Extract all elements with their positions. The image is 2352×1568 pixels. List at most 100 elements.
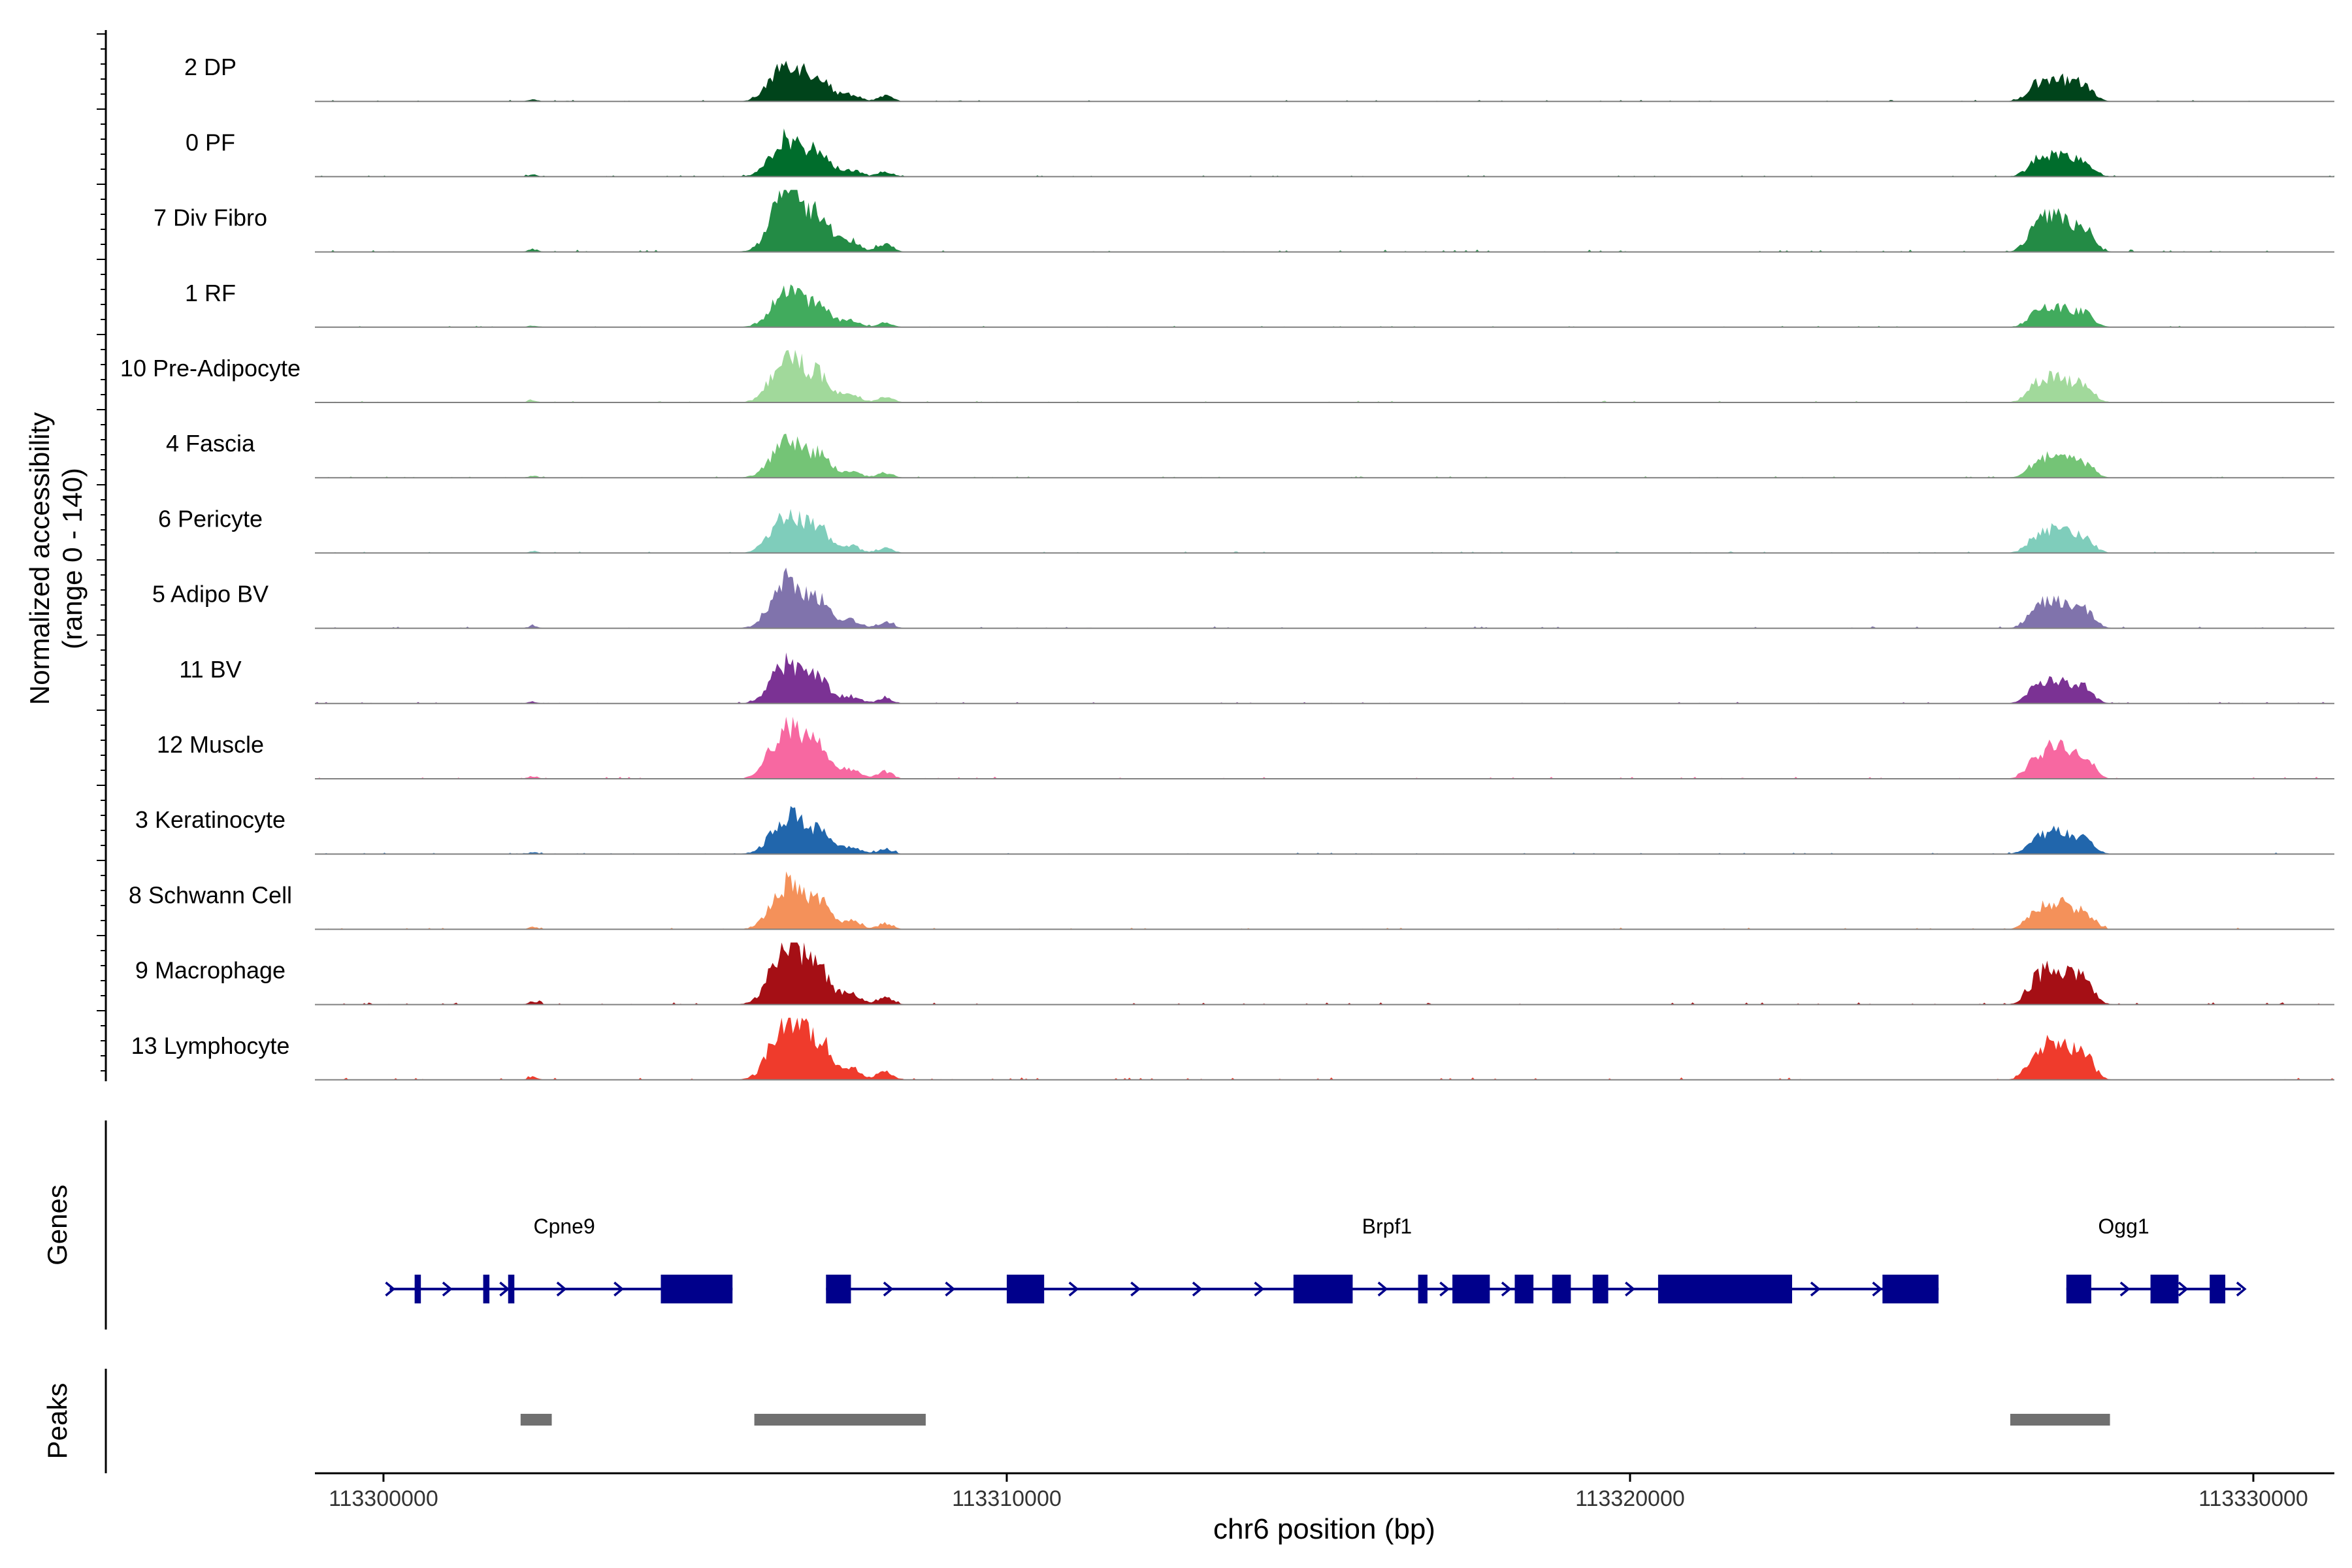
track-2-dp: 2 DP — [184, 54, 2334, 103]
gene-label: Brpf1 — [1362, 1215, 1412, 1238]
exon — [508, 1275, 515, 1303]
coverage-area — [315, 350, 2334, 402]
track-label: 0 PF — [186, 129, 235, 155]
track-label: 8 Schwann Cell — [129, 881, 292, 908]
track-4-fascia: 4 Fascia — [166, 430, 2334, 479]
coverage-y-label: Normalized accessibility — [24, 412, 55, 705]
peak-regions — [520, 1414, 2110, 1426]
peak-region — [520, 1414, 552, 1426]
exon — [483, 1275, 490, 1303]
strand-arrow — [613, 1281, 625, 1297]
gene-label: Cpne9 — [533, 1215, 595, 1238]
exon — [2066, 1275, 2091, 1303]
x-tick-label: 113310000 — [952, 1486, 1062, 1511]
track-11-bv: 11 BV — [179, 652, 2334, 704]
strand-arrow — [1501, 1281, 1512, 1297]
strand-arrow — [883, 1281, 894, 1297]
coverage-area — [315, 1017, 2334, 1080]
track-label: 5 Adipo BV — [152, 581, 269, 608]
strand-arrow — [945, 1281, 956, 1297]
x-tick-label: 113320000 — [1575, 1486, 1685, 1511]
track-label: 10 Pre-Adipocyte — [120, 355, 301, 382]
coverage-area — [315, 717, 2334, 779]
coverage-area — [315, 61, 2334, 102]
track-label: 2 DP — [184, 54, 237, 80]
gene-cpne9: Cpne9 — [385, 1215, 733, 1303]
track-5-adipo-bv: 5 Adipo BV — [152, 567, 2334, 629]
track-9-macrophage: 9 Macrophage — [135, 942, 2334, 1005]
genes-panel-label: Genes — [42, 1184, 73, 1266]
exon — [2150, 1275, 2179, 1303]
strand-arrow — [1192, 1281, 1203, 1297]
x-axis-ticks: 113300000 113310000 113320000 113330000 — [329, 1473, 2308, 1511]
exon — [1006, 1275, 1045, 1303]
coverage-area — [315, 567, 2334, 629]
coverage-y-ticks — [97, 33, 106, 1071]
strand-arrow — [1377, 1281, 1388, 1297]
peak-region — [754, 1414, 926, 1426]
coverage-area — [315, 284, 2334, 327]
exon — [1552, 1275, 1571, 1303]
exon — [1882, 1275, 1939, 1303]
coverage-area — [315, 189, 2334, 252]
strand-arrow — [385, 1281, 396, 1297]
exon — [1452, 1275, 1490, 1303]
strand-arrow — [1130, 1281, 1141, 1297]
exon — [1658, 1275, 1793, 1303]
coverage-area — [315, 942, 2334, 1005]
coverage-area — [315, 128, 2334, 177]
coverage-area — [315, 508, 2334, 553]
track-label: 9 Macrophage — [135, 957, 286, 984]
exon — [1418, 1275, 1428, 1303]
peak-region — [2010, 1414, 2110, 1426]
x-tick-label: 113330000 — [2198, 1486, 2308, 1511]
coverage-area — [315, 871, 2334, 930]
track-12-muscle: 12 Muscle — [157, 717, 2334, 779]
exon — [1592, 1275, 1609, 1303]
strand-arrow — [1439, 1281, 1450, 1297]
exon — [661, 1275, 733, 1303]
x-tick-label: 113300000 — [329, 1486, 438, 1511]
track-label: 12 Muscle — [157, 731, 264, 758]
strand-arrow — [2119, 1281, 2131, 1297]
exon — [1514, 1275, 1534, 1303]
coverage-area — [315, 806, 2334, 855]
gene-label: Ogg1 — [2098, 1215, 2149, 1238]
track-label: 1 RF — [185, 280, 236, 306]
track-7-div-fibro: 7 Div Fibro — [154, 189, 2334, 253]
track-label: 7 Div Fibro — [154, 204, 267, 231]
gene-brpf1: Brpf1 — [826, 1215, 1939, 1303]
track-label: 4 Fascia — [166, 430, 255, 457]
peaks-panel-label: Peaks — [42, 1383, 73, 1460]
x-axis-label: chr6 position (bp) — [1213, 1513, 1435, 1545]
track-13-lymphocyte: 13 Lymphocyte — [131, 1017, 2334, 1081]
track-1-rf: 1 RF — [185, 280, 2334, 328]
gene-ogg1: Ogg1 — [2066, 1215, 2247, 1303]
strand-arrow — [2236, 1281, 2247, 1297]
track-label: 13 Lymphocyte — [131, 1032, 290, 1059]
track-3-keratinocyte: 3 Keratinocyte — [135, 806, 2334, 855]
coverage-y-label-range: (range 0 - 140) — [57, 468, 88, 649]
exon — [826, 1275, 851, 1303]
coverage-area — [315, 652, 2334, 704]
track-8-schwann-cell: 8 Schwann Cell — [129, 871, 2334, 930]
strand-arrow — [1254, 1281, 1265, 1297]
track-0-pf: 0 PF — [186, 128, 2334, 178]
strand-arrow — [1872, 1281, 1883, 1297]
track-label: 6 Pericyte — [158, 505, 263, 532]
strand-arrow — [442, 1281, 453, 1297]
coverage-area — [315, 433, 2334, 478]
strand-arrow — [2178, 1281, 2189, 1297]
strand-arrow — [499, 1281, 510, 1297]
gene-models: Cpne9 Brpf1 Ogg1 — [385, 1215, 2247, 1303]
strand-arrow — [1625, 1281, 1635, 1297]
strand-arrow — [556, 1281, 567, 1297]
coverage-tracks: 2 DP 0 PF 7 Div Fibro 1 RF 10 Pre-Adipocyte 4… — [120, 54, 2334, 1081]
track-label: 11 BV — [179, 656, 241, 683]
exon — [1293, 1275, 1353, 1303]
strand-arrow — [1810, 1281, 1821, 1297]
exon — [2210, 1275, 2226, 1303]
track-10-pre-adipocyte: 10 Pre-Adipocyte — [120, 350, 2334, 403]
track-label: 3 Keratinocyte — [135, 806, 286, 833]
